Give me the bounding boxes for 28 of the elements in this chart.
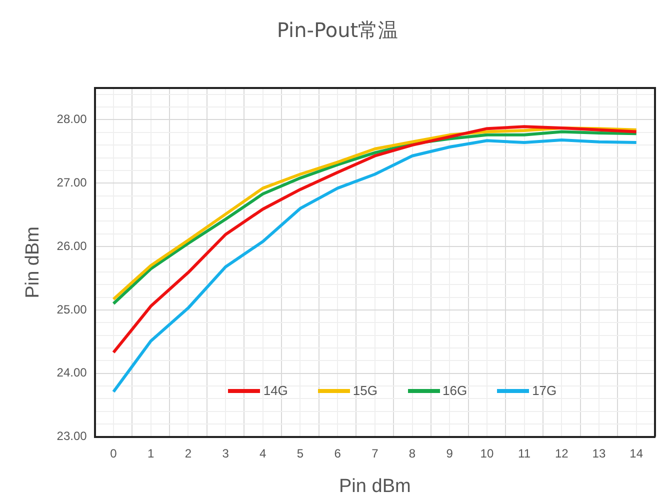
y-tick-label: 27.00	[56, 175, 88, 190]
legend-label: 16G	[442, 383, 468, 398]
x-tick-label: 0	[110, 446, 118, 460]
chart-title: Pin-Pout常温	[276, 18, 398, 42]
x-tick-label: 11	[518, 446, 531, 460]
x-tick-label: 10	[480, 446, 494, 460]
x-tick-label: 13	[592, 446, 606, 460]
y-tick-label: 28.00	[56, 112, 88, 126]
x-tick-label: 9	[446, 446, 454, 460]
x-tick-label: 7	[372, 446, 379, 460]
x-tick-label: 2	[184, 446, 192, 460]
x-tick-label: 6	[334, 446, 342, 460]
x-tick-label: 12	[554, 446, 569, 460]
legend-label: 14G	[263, 383, 288, 398]
y-tick-label: 25.00	[56, 302, 88, 316]
x-tick-label: 3	[222, 446, 230, 460]
x-tick-label: 14	[630, 446, 644, 460]
y-tick-label: 26.00	[56, 238, 88, 253]
x-tick-label: 8	[408, 446, 416, 460]
x-tick-label: 4	[260, 446, 267, 460]
legend-label: 15G	[352, 383, 378, 398]
y-tick-label: 24.00	[56, 366, 88, 380]
x-axis-title: Pin dBm	[339, 476, 411, 497]
x-tick-label: 5	[296, 446, 304, 460]
x-tick-label: 1	[148, 446, 155, 460]
legend-label: 17G	[532, 383, 557, 398]
y-tick-label: 23.00	[56, 429, 88, 444]
y-axis-title: Pin dBm	[22, 226, 44, 298]
